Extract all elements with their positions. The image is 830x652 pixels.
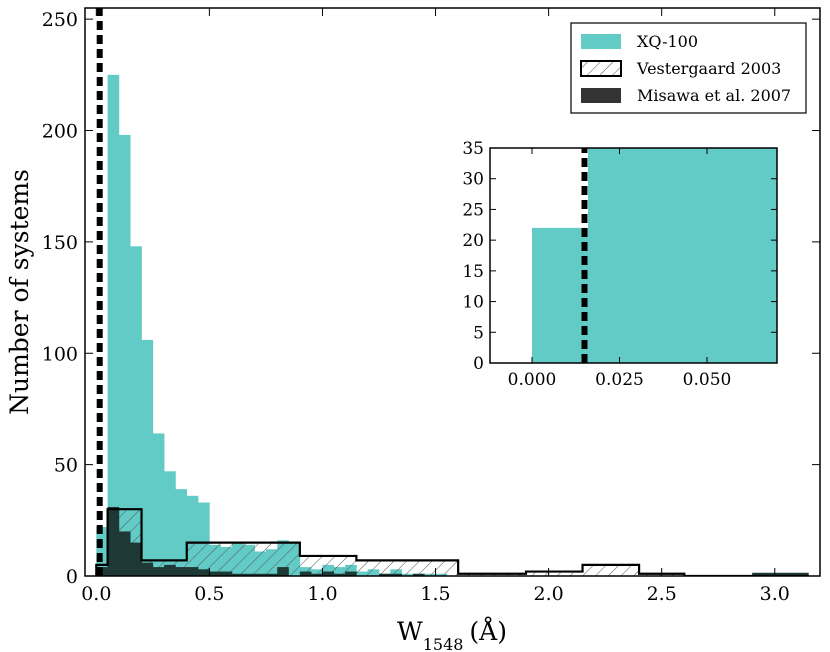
xq100-bar [107,74,120,576]
xq100-bar [198,502,210,576]
inset-axis-ticks: 0.000 0.025 0.050 0 5 10 15 20 25 30 35 [462,139,777,390]
inset-y-tick-label: 5 [473,323,484,343]
y-tick-label: 150 [42,232,78,254]
misawa-bar [141,562,154,576]
inset-y-tick-label: 10 [462,293,484,313]
x-tick-label: 2.0 [534,583,564,605]
main-plot-frame [84,7,821,577]
inset-xq100-bar [532,227,589,363]
misawa-bar [299,571,312,576]
misawa-bar [322,571,335,576]
misawa-bar [243,573,255,576]
xq100-bar [130,246,142,576]
misawa-bar [198,569,210,576]
xq100-bar [175,489,188,576]
vestergaard-hatch-bar [582,564,640,576]
y-tick-label: 200 [42,121,78,143]
xq100-bar [152,433,165,576]
xq100-bar [141,339,154,576]
legend-label-misawa: Misawa et al. 2007 [637,86,791,105]
xq100-bar [164,471,176,576]
x-tick-label: 2.5 [647,583,677,605]
inset-y-tick-label: 25 [462,200,484,220]
xq100-bar [186,495,199,576]
inset-y-tick-label: 0 [473,354,484,374]
xq100-bar [96,526,108,576]
legend-swatch-misawa [581,88,621,103]
legend-swatch-vestergaard [580,60,622,77]
misawa-bar [107,506,120,576]
vestergaard-hatch-bar [356,560,459,576]
inset-x-tick-label: 0.050 [683,370,732,390]
legend-swatch-xq100 [581,34,621,49]
inset-xq100-bar [588,148,777,363]
y-axis-label: Number of systems [5,169,34,415]
misawa-bar [412,573,425,576]
inset-x-tick-label: 0.025 [595,370,644,390]
inset-y-tick-label: 35 [462,139,484,159]
x-tick-label: 0.0 [81,583,111,605]
x-tick-label: 3.0 [760,583,790,605]
misawa-bar [265,573,278,576]
inset-y-tick-label: 20 [462,231,484,251]
misawa-bar [152,567,165,576]
vestergaard-hatch-bar [299,555,357,576]
x-tick-label: 1.0 [307,583,337,605]
misawa-bar [277,567,289,576]
misawa-bar [175,567,188,576]
y-tick-label: 250 [42,9,78,31]
misawa-bar [311,573,323,576]
misawa-bar [345,571,357,576]
misawa-bar [130,542,142,576]
misawa-bar [232,573,244,576]
misawa-bar [390,573,402,576]
inset-x-tick-label: 0.000 [508,370,557,390]
misawa-bar [186,567,199,576]
vestergaard-hatch-bar [526,571,583,576]
misawa-bar [752,572,809,576]
vestergaard-hatch-bar [458,573,526,576]
misawa-bar [254,573,267,576]
inset-frame [489,147,778,364]
inset-y-tick-label: 30 [462,170,484,190]
x-tick-label: 1.5 [420,583,450,605]
x-axis-label: W1548 (Å) [397,616,507,652]
y-tick-label: 100 [42,343,78,365]
misawa-bar [379,573,391,576]
vestergaard-outline [95,508,809,576]
misawa-bar [333,573,346,576]
inset-y-tick-label: 15 [462,262,484,282]
inset-plot-area [532,148,777,363]
y-tick-label: 0 [66,566,78,588]
misawa-bar [209,571,221,576]
misawa-bar [220,571,233,576]
x-tick-label: 0.5 [194,583,224,605]
legend-label-vestergaard: Vestergaard 2003 [636,59,781,78]
legend: XQ-100 Vestergaard 2003 Misawa et al. 20… [570,22,807,114]
misawa-bar [118,531,131,576]
misawa-bar [164,564,176,576]
y-tick-label: 50 [54,455,78,477]
legend-label-xq100: XQ-100 [637,32,698,51]
xq100-bar [118,134,131,576]
